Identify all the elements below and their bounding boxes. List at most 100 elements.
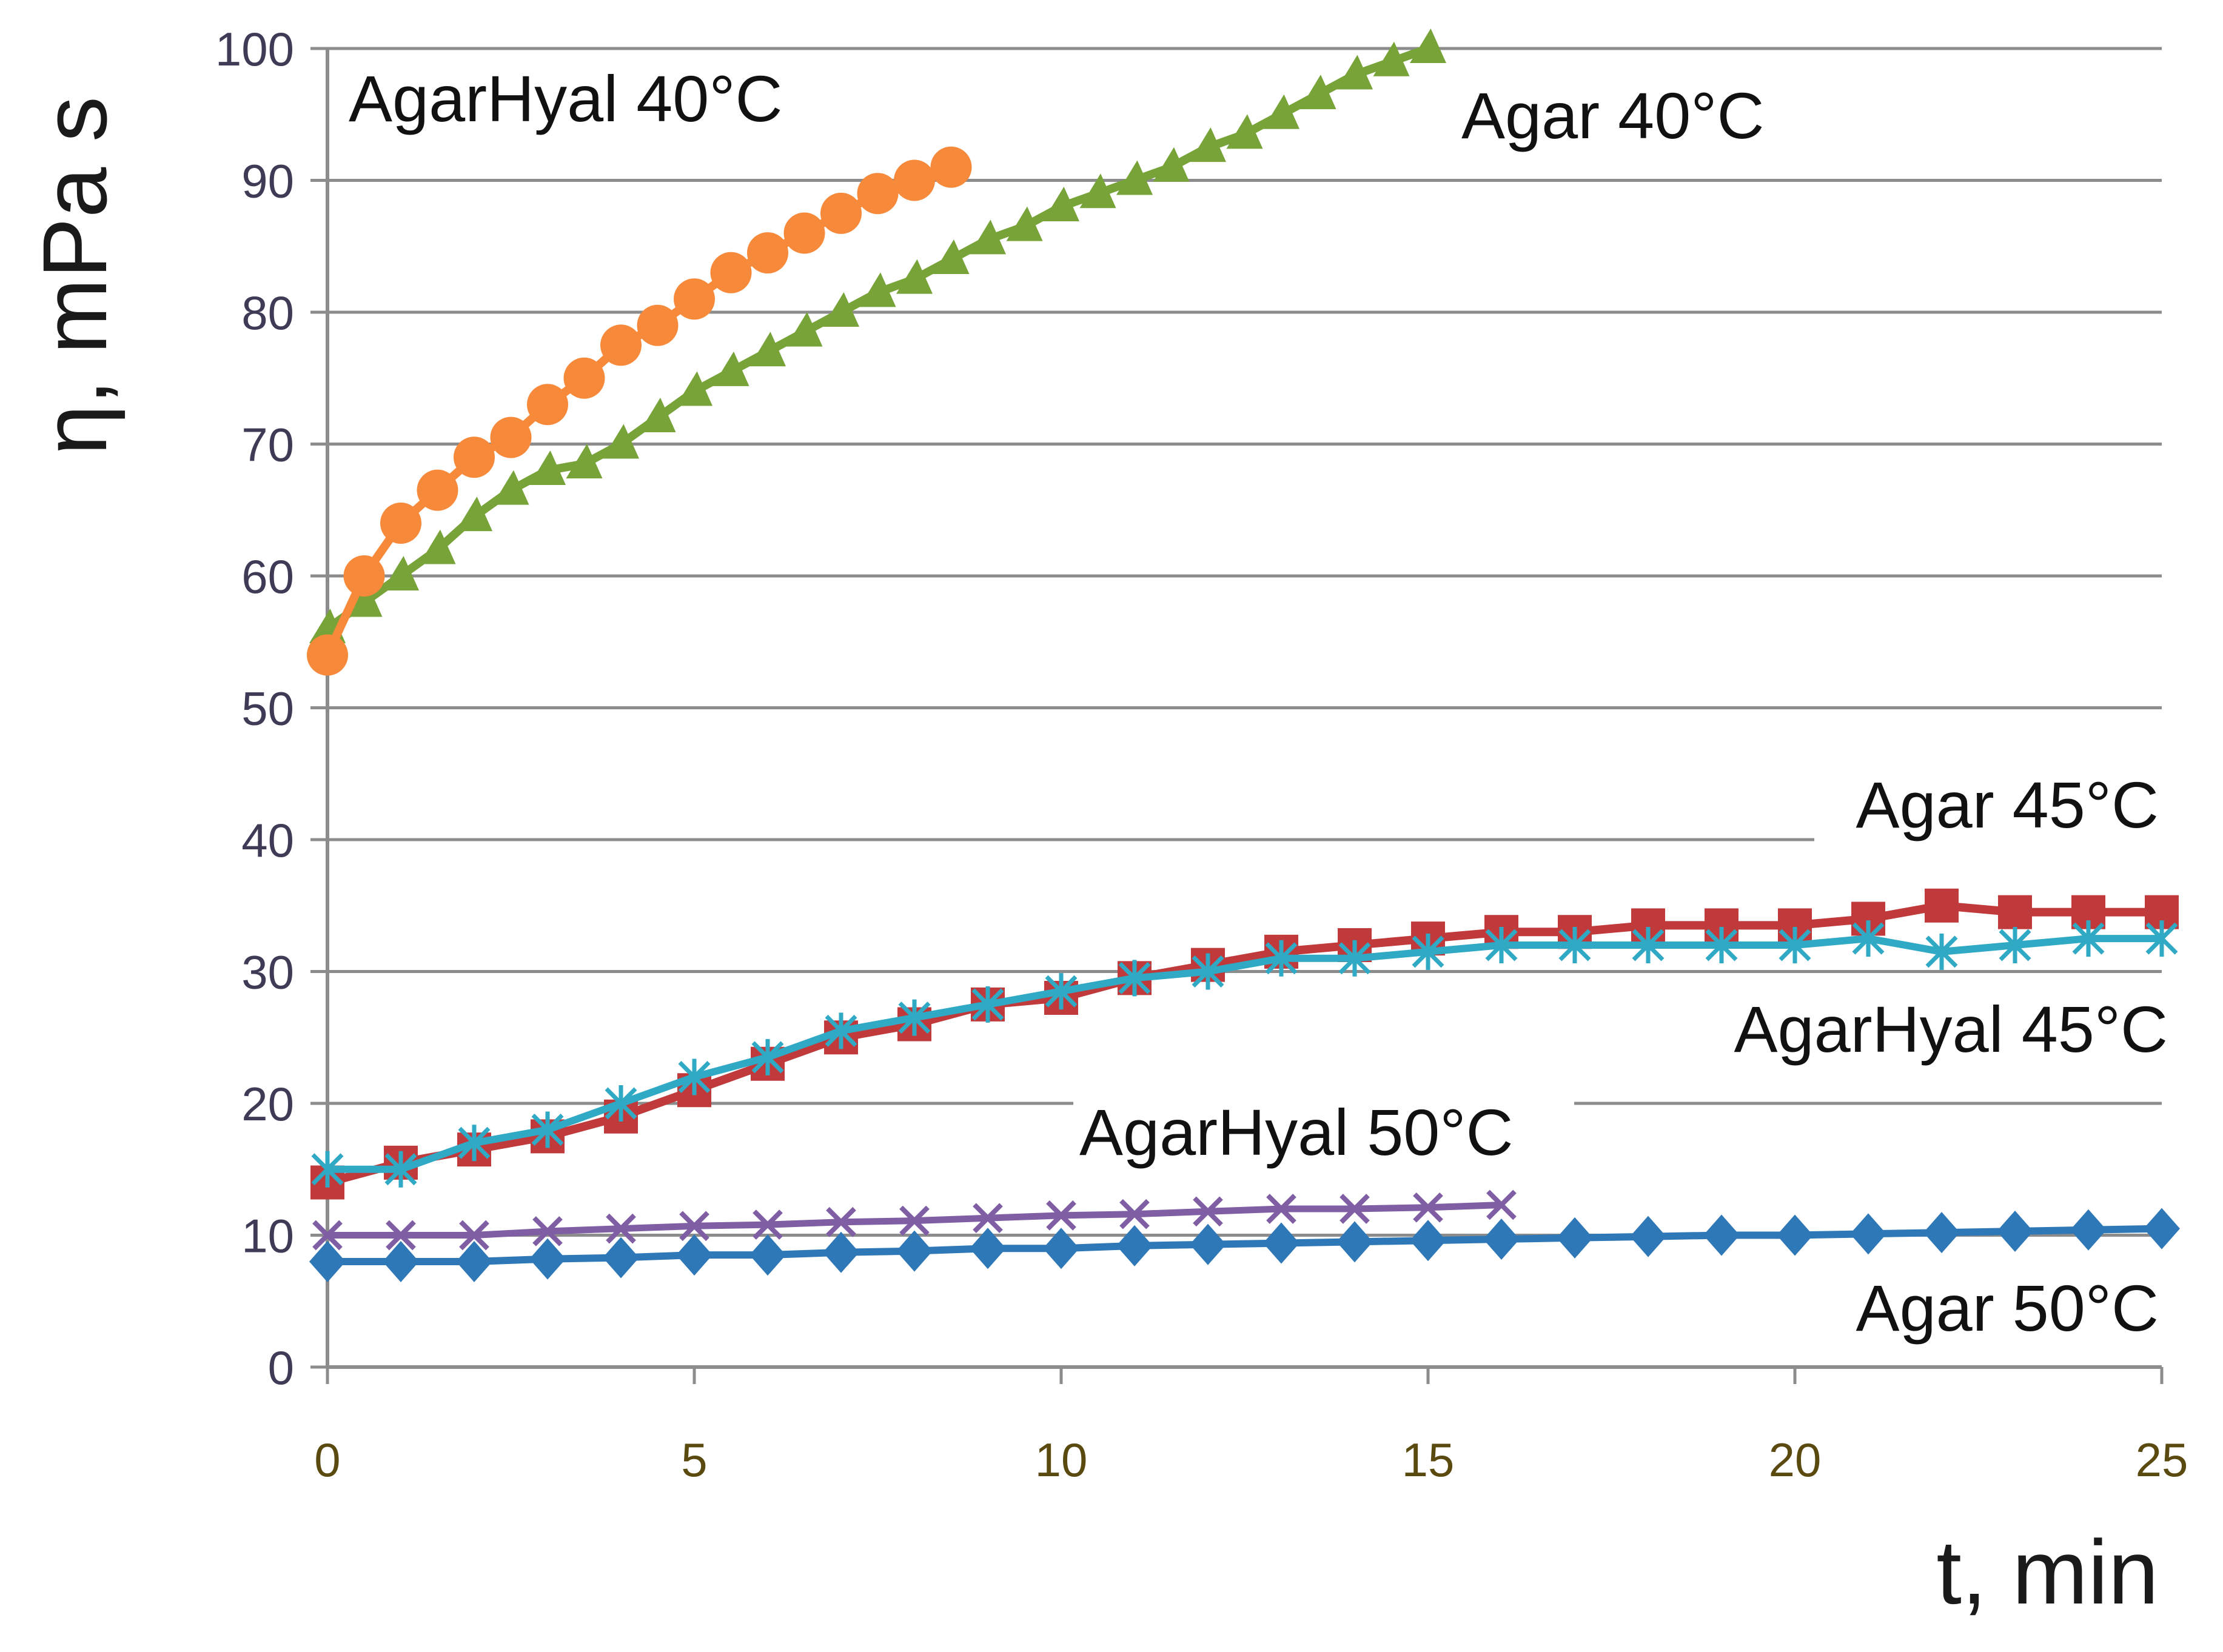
data-point-triangle bbox=[1153, 147, 1190, 182]
y-tick-label: 100 bbox=[215, 22, 294, 76]
data-point-triangle bbox=[529, 450, 566, 485]
data-point-circle bbox=[930, 146, 972, 188]
data-point-diamond bbox=[309, 1241, 346, 1282]
data-point-triangle bbox=[1373, 41, 1410, 76]
data-point-diamond bbox=[1190, 1223, 1226, 1265]
series-label: AgarHyal 45°C bbox=[1734, 992, 2168, 1066]
data-point-star bbox=[1925, 933, 1958, 970]
data-point-circle bbox=[820, 192, 862, 234]
data-point-circle bbox=[343, 555, 385, 597]
data-point-triangle bbox=[566, 444, 603, 479]
series-agar-40-c bbox=[309, 28, 1446, 643]
y-tick-label: 20 bbox=[241, 1077, 294, 1131]
series-agarhyal-50-c bbox=[312, 1189, 1517, 1251]
data-point-diamond bbox=[1703, 1214, 1740, 1256]
data-point-diamond bbox=[676, 1234, 712, 1276]
data-point-triangle bbox=[859, 272, 896, 307]
data-point-star bbox=[458, 1125, 491, 1162]
data-point-circle bbox=[454, 436, 495, 478]
data-point-diamond bbox=[1923, 1212, 1960, 1254]
data-point-triangle bbox=[1263, 94, 1299, 129]
series-label-background bbox=[1814, 1270, 2165, 1349]
y-tick-label: 30 bbox=[241, 946, 294, 999]
x-tick-label: 25 bbox=[2136, 1433, 2188, 1486]
data-point-circle bbox=[894, 159, 935, 201]
data-point-x bbox=[679, 1211, 709, 1242]
data-point-star bbox=[1265, 940, 1298, 977]
data-point-square bbox=[1998, 895, 2032, 929]
data-point-x bbox=[973, 1203, 1003, 1234]
y-tick-label: 40 bbox=[241, 814, 294, 867]
data-point-triangle bbox=[1006, 206, 1043, 241]
data-point-star bbox=[311, 1151, 344, 1188]
data-point-star bbox=[1779, 927, 1811, 963]
x-tick-label: 15 bbox=[1402, 1433, 1455, 1486]
series-label: Agar 40°C bbox=[1461, 79, 1764, 152]
series-label-background bbox=[1455, 78, 1806, 156]
data-point-triangle bbox=[970, 219, 1006, 255]
data-point-diamond bbox=[749, 1234, 786, 1276]
data-point-triangle bbox=[933, 239, 970, 274]
data-point-x bbox=[606, 1213, 636, 1244]
data-point-star bbox=[2072, 920, 2105, 957]
data-point-circle bbox=[783, 212, 825, 254]
series-label: Agar 50°C bbox=[1856, 1271, 2159, 1345]
data-point-circle bbox=[307, 634, 348, 676]
x-tick-label: 5 bbox=[681, 1433, 707, 1486]
data-point-triangle bbox=[1079, 173, 1116, 209]
data-point-star bbox=[825, 1012, 857, 1049]
data-point-triangle bbox=[1190, 127, 1226, 162]
data-point-diamond bbox=[1043, 1228, 1079, 1269]
y-tick-label: 90 bbox=[241, 155, 294, 208]
data-point-diamond bbox=[896, 1230, 933, 1272]
data-point-star bbox=[898, 999, 931, 1036]
y-tick-label: 70 bbox=[241, 418, 294, 472]
series-label-background bbox=[1673, 991, 2174, 1070]
data-point-x bbox=[459, 1220, 489, 1251]
data-point-circle bbox=[380, 503, 421, 544]
data-point-triangle bbox=[896, 259, 933, 294]
data-point-x bbox=[312, 1220, 343, 1251]
data-point-star bbox=[751, 1038, 784, 1075]
data-point-x bbox=[1340, 1194, 1370, 1224]
data-point-circle bbox=[674, 278, 715, 320]
data-point-triangle bbox=[603, 424, 639, 459]
data-point-star bbox=[1485, 927, 1518, 963]
series-label: Agar 45°C bbox=[1856, 768, 2159, 841]
data-point-x bbox=[753, 1209, 783, 1240]
data-point-circle bbox=[710, 252, 752, 293]
data-point-diamond bbox=[1410, 1220, 1446, 1262]
data-point-diamond bbox=[2070, 1209, 2107, 1251]
series-agarhyal-40-c bbox=[307, 146, 972, 676]
data-point-triangle bbox=[712, 351, 749, 386]
y-axis-title: η, mPa s bbox=[24, 96, 126, 455]
data-point-star bbox=[2145, 920, 2178, 957]
series-label: AgarHyal 40°C bbox=[349, 62, 783, 135]
data-point-diamond bbox=[529, 1238, 566, 1280]
data-point-triangle bbox=[1226, 114, 1263, 149]
data-point-x bbox=[1193, 1196, 1223, 1227]
data-point-x bbox=[1119, 1199, 1150, 1229]
data-point-star bbox=[1118, 960, 1151, 997]
y-tick-label: 60 bbox=[241, 550, 294, 603]
data-point-circle bbox=[563, 357, 605, 399]
axes bbox=[310, 47, 2164, 1384]
series-line bbox=[327, 935, 2162, 1173]
data-point-circle bbox=[600, 324, 642, 366]
data-point-diamond bbox=[456, 1241, 492, 1282]
data-point-x bbox=[899, 1205, 930, 1236]
data-point-triangle bbox=[492, 470, 529, 505]
data-point-star bbox=[1192, 953, 1224, 990]
data-point-diamond bbox=[1557, 1217, 1593, 1259]
data-point-diamond bbox=[823, 1231, 859, 1273]
series bbox=[307, 28, 2180, 1282]
data-point-star bbox=[605, 1085, 637, 1122]
data-point-diamond bbox=[1483, 1219, 1520, 1260]
data-point-triangle bbox=[1410, 28, 1446, 63]
data-point-triangle bbox=[749, 332, 786, 367]
data-point-x bbox=[1266, 1194, 1296, 1224]
series-label: AgarHyal 50°C bbox=[1079, 1095, 1514, 1169]
series-agar-50-c bbox=[309, 1208, 2180, 1282]
data-point-triangle bbox=[786, 312, 823, 347]
